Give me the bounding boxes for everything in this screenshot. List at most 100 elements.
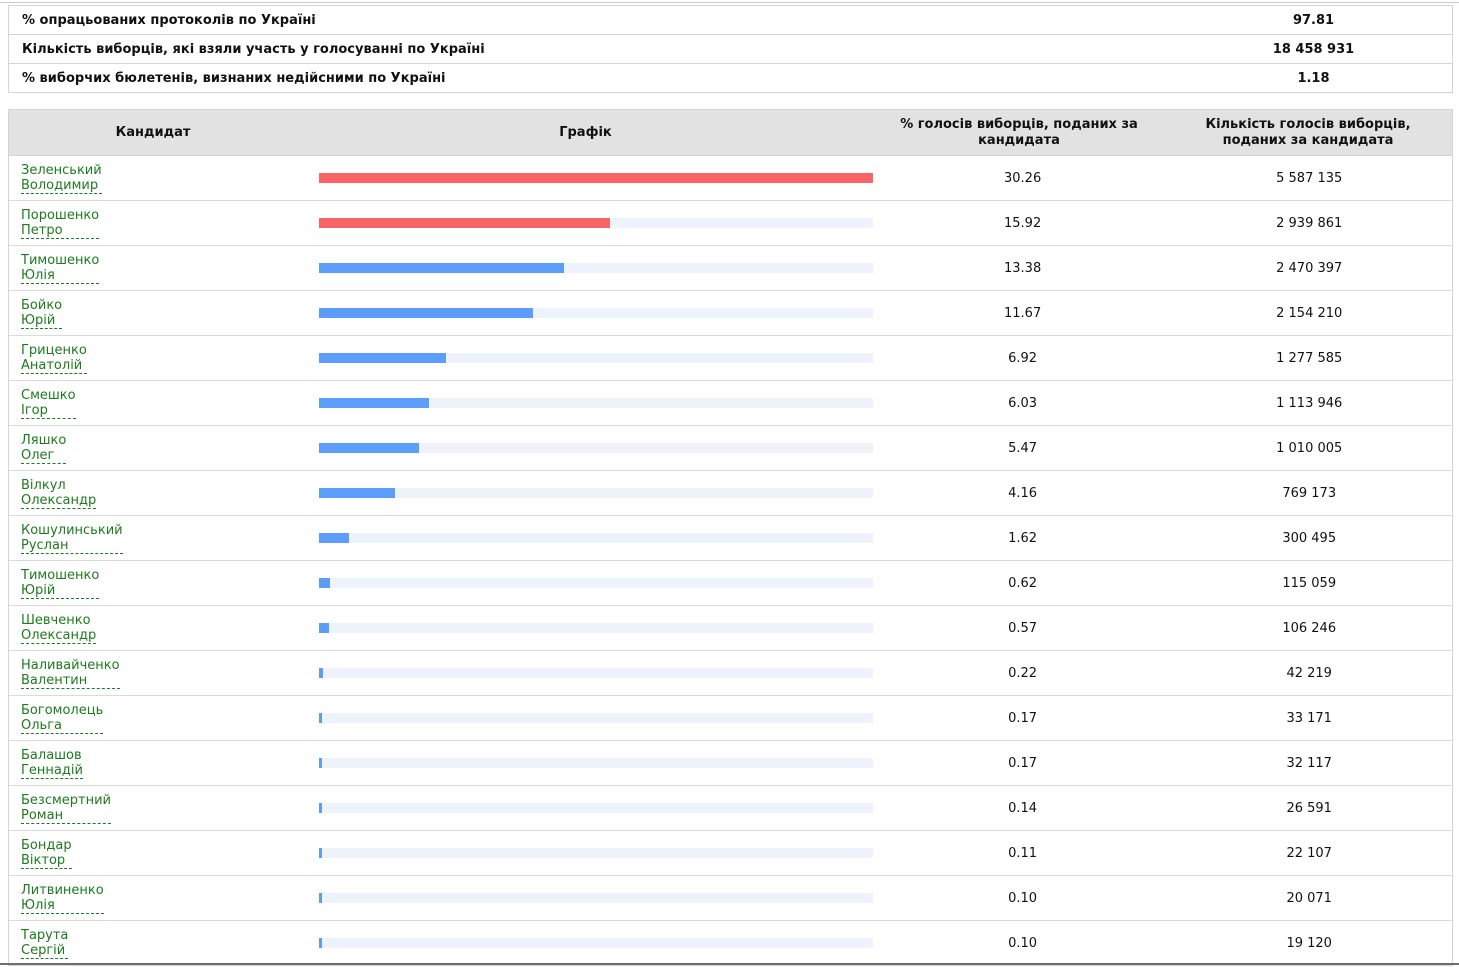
percent-cell: 6.92 bbox=[1008, 350, 1038, 366]
table-row: Богомолець Ольга 0.17 33 171 bbox=[9, 696, 1452, 741]
vote-bar bbox=[318, 893, 322, 903]
bar-track bbox=[318, 893, 873, 903]
candidate-surname: Бойко bbox=[21, 297, 63, 313]
table-row: Порошенко Петро 15.92 2 939 861 bbox=[9, 201, 1452, 246]
votes-cell: 1 010 005 bbox=[1276, 440, 1343, 456]
candidate-link[interactable]: Гриценко Анатолій bbox=[21, 343, 87, 374]
candidate-link[interactable]: Наливайченко Валентин bbox=[21, 658, 120, 689]
percent-cell: 15.92 bbox=[1004, 215, 1042, 231]
candidate-link[interactable]: Литвиненко Юлія bbox=[21, 883, 104, 914]
candidate-link[interactable]: Бойко Юрій bbox=[21, 297, 63, 329]
header-percent: % голосів виборців, поданих за кандидата bbox=[874, 117, 1164, 149]
table-row: Кошулинський Руслан 1.62 300 495 bbox=[9, 516, 1452, 561]
candidate-cell: Смешко Ігор bbox=[9, 388, 307, 419]
votes-cell: 2 154 210 bbox=[1276, 305, 1343, 321]
summary-table: % опрацьованих протоколів по Україні 97.… bbox=[8, 5, 1453, 93]
candidate-cell: Ляшко Олег bbox=[9, 433, 307, 464]
candidate-link[interactable]: Бондар Віктор bbox=[21, 838, 72, 869]
candidate-given-name: Анатолій bbox=[21, 357, 83, 373]
candidate-link[interactable]: Балашов Геннадій bbox=[21, 748, 83, 779]
candidate-surname: Ляшко bbox=[21, 432, 67, 448]
vote-bar bbox=[318, 758, 322, 768]
candidate-link[interactable]: Шевченко Олександр bbox=[21, 612, 97, 644]
summary-value: 1.18 bbox=[1297, 70, 1330, 86]
candidate-given-name: Володимир bbox=[21, 177, 99, 193]
candidate-link[interactable]: Тимошенко Юрій bbox=[21, 567, 100, 599]
bar-track bbox=[318, 713, 873, 723]
candidate-given-name: Юлія bbox=[21, 897, 55, 913]
vote-bar bbox=[318, 938, 322, 948]
chart-cell bbox=[307, 741, 879, 785]
candidate-cell: Литвиненко Юлія bbox=[9, 883, 307, 914]
candidate-surname: Тарута bbox=[21, 927, 69, 943]
percent-cell: 0.22 bbox=[1008, 665, 1038, 681]
votes-cell: 300 495 bbox=[1282, 530, 1337, 546]
candidate-given-name: Олександр bbox=[21, 492, 97, 508]
table-row: Тимошенко Юлія 13.38 2 470 397 bbox=[9, 246, 1452, 291]
votes-cell: 1 113 946 bbox=[1276, 395, 1343, 411]
table-row: Балашов Геннадій 0.17 32 117 bbox=[9, 741, 1452, 786]
percent-cell: 0.14 bbox=[1008, 800, 1038, 816]
vote-bar bbox=[318, 533, 349, 543]
candidate-surname: Тимошенко bbox=[21, 252, 100, 268]
candidate-surname: Тимошенко bbox=[21, 567, 100, 583]
vote-bar bbox=[318, 848, 322, 858]
candidate-link[interactable]: Вілкул Олександр bbox=[21, 477, 97, 509]
percent-cell: 0.62 bbox=[1008, 575, 1038, 591]
bar-track bbox=[318, 398, 873, 408]
candidate-cell: Гриценко Анатолій bbox=[9, 343, 307, 374]
vote-bar bbox=[318, 578, 330, 588]
chart-cell bbox=[307, 156, 879, 200]
candidate-link[interactable]: Богомолець Ольга bbox=[21, 703, 104, 734]
candidate-cell: Бондар Віктор bbox=[9, 838, 307, 869]
percent-cell: 30.26 bbox=[1004, 170, 1042, 186]
chart-cell bbox=[307, 606, 879, 650]
summary-label: % виборчих бюлетенів, визнаних недійсним… bbox=[22, 70, 446, 86]
candidate-cell: Богомолець Ольга bbox=[9, 703, 307, 734]
chart-cell bbox=[307, 426, 879, 470]
bar-track bbox=[318, 443, 873, 453]
candidate-surname: Шевченко bbox=[21, 612, 91, 628]
table-row: Безсмертний Роман 0.14 26 591 bbox=[9, 786, 1452, 831]
votes-cell: 32 117 bbox=[1286, 755, 1332, 771]
percent-cell: 1.62 bbox=[1008, 530, 1038, 546]
bottom-divider bbox=[0, 963, 1459, 965]
candidate-link[interactable]: Порошенко Петро bbox=[21, 208, 100, 239]
header-chart: Графік bbox=[559, 124, 612, 140]
candidate-surname: Гриценко bbox=[21, 342, 87, 358]
chart-cell bbox=[307, 516, 879, 560]
candidate-link[interactable]: Смешко Ігор bbox=[21, 388, 76, 419]
candidate-link[interactable]: Тарута Сергій bbox=[21, 927, 69, 959]
candidate-given-name: Валентин bbox=[21, 672, 88, 688]
candidate-surname: Безсмертний bbox=[21, 792, 112, 808]
candidate-link[interactable]: Кошулинський Руслан bbox=[21, 523, 123, 554]
vote-bar bbox=[318, 173, 873, 183]
vote-bar bbox=[318, 488, 395, 498]
bar-track bbox=[318, 218, 873, 228]
candidate-link[interactable]: Тимошенко Юлія bbox=[21, 252, 100, 284]
votes-cell: 2 470 397 bbox=[1276, 260, 1343, 276]
table-header: Кандидат Графік % голосів виборців, пода… bbox=[9, 110, 1452, 156]
chart-cell bbox=[307, 561, 879, 605]
candidate-cell: Наливайченко Валентин bbox=[9, 658, 307, 689]
candidate-link[interactable]: Зеленський Володимир bbox=[21, 163, 102, 194]
table-body: Зеленський Володимир 30.26 5 587 135 Порошен… bbox=[9, 156, 1452, 965]
candidate-surname: Вілкул bbox=[21, 477, 66, 493]
candidate-link[interactable]: Ляшко Олег bbox=[21, 432, 67, 464]
table-row: Зеленський Володимир 30.26 5 587 135 bbox=[9, 156, 1452, 201]
candidate-given-name: Юлія bbox=[21, 267, 55, 283]
table-row: Тимошенко Юрій 0.62 115 059 bbox=[9, 561, 1452, 606]
candidate-given-name: Ольга bbox=[21, 717, 62, 733]
summary-label: Кількість виборців, які взяли участь у г… bbox=[22, 41, 485, 57]
votes-cell: 19 120 bbox=[1286, 935, 1332, 951]
table-row: Литвиненко Юлія 0.10 20 071 bbox=[9, 876, 1452, 921]
candidate-link[interactable]: Безсмертний Роман bbox=[21, 792, 112, 824]
bar-track bbox=[318, 488, 873, 498]
candidate-surname: Литвиненко bbox=[21, 882, 104, 898]
candidate-given-name: Геннадій bbox=[21, 762, 83, 778]
table-row: Тарута Сергій 0.10 19 120 bbox=[9, 921, 1452, 965]
bar-track bbox=[318, 533, 873, 543]
vote-bar bbox=[318, 263, 564, 273]
candidates-table: Кандидат Графік % голосів виборців, пода… bbox=[8, 109, 1453, 966]
votes-cell: 2 939 861 bbox=[1276, 215, 1343, 231]
